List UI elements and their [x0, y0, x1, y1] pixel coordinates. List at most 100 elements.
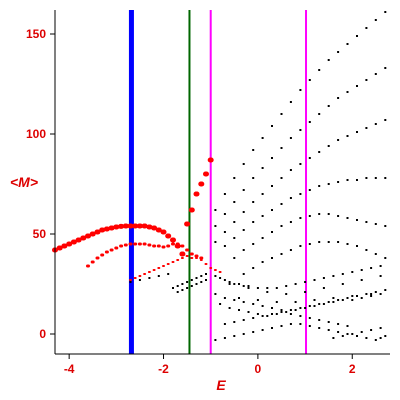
data-point-s3-12 — [180, 257, 184, 259]
data-point-s4-119 — [200, 281, 203, 283]
data-point-s4-214 — [266, 291, 269, 293]
data-point-s4-28 — [289, 137, 292, 139]
data-point-s4-95 — [261, 261, 264, 263]
data-point-s4-129 — [256, 287, 259, 289]
data-point-s4-230 — [341, 335, 344, 337]
data-point-s4-40 — [223, 231, 226, 233]
data-point-s4-76 — [233, 257, 236, 259]
data-point-s4-37 — [374, 73, 377, 75]
data-point-s4-190 — [318, 319, 321, 321]
plot-area — [52, 10, 387, 354]
data-point-s4-6 — [261, 137, 264, 139]
data-point-s3-1 — [129, 279, 132, 281]
data-point-s1-22 — [151, 225, 158, 231]
data-point-s4-127 — [242, 285, 245, 287]
y-tick-label-3: 100 — [26, 127, 46, 141]
data-point-s2-5 — [104, 250, 109, 254]
data-point-s3-20 — [218, 271, 222, 273]
data-point-s3-13 — [185, 255, 189, 257]
data-point-s2-15 — [152, 244, 157, 248]
data-point-s4-164 — [238, 309, 240, 311]
data-point-s4-219 — [360, 279, 363, 281]
data-point-s1-29 — [184, 221, 191, 227]
y-tick-label-4: 150 — [26, 27, 46, 41]
data-point-s4-163 — [228, 307, 231, 309]
data-point-s4-98 — [289, 249, 292, 251]
data-point-s4-11 — [308, 79, 311, 81]
data-point-s4-30 — [308, 121, 311, 123]
data-point-s4-126 — [238, 283, 240, 285]
data-point-s4-73 — [365, 177, 368, 179]
data-point-s4-183 — [252, 317, 255, 319]
y-axis-label: <M> — [10, 174, 38, 190]
data-point-s4-197 — [242, 333, 245, 335]
data-point-s4-185 — [271, 313, 273, 315]
data-point-s1-17 — [127, 223, 134, 229]
data-point-s4-58 — [223, 245, 226, 247]
data-point-s4-110 — [138, 279, 141, 281]
data-point-s4-151 — [289, 309, 292, 311]
data-point-s2-17 — [161, 245, 166, 249]
data-point-s2-23 — [189, 252, 194, 256]
data-point-s1-9 — [89, 231, 96, 237]
data-point-s3-17 — [204, 263, 208, 265]
data-point-s4-1 — [214, 209, 217, 211]
data-point-s4-54 — [356, 131, 358, 133]
data-point-s4-159 — [365, 293, 368, 295]
data-point-s3-7 — [157, 267, 161, 269]
data-point-s4-16 — [356, 35, 358, 37]
data-point-s4-223 — [275, 301, 278, 303]
data-point-s4-146 — [242, 301, 245, 303]
data-point-s3-5 — [147, 271, 151, 273]
data-point-s4-204 — [308, 325, 311, 327]
data-point-s4-216 — [304, 291, 307, 293]
data-point-s4-26 — [271, 157, 273, 159]
data-point-s4-79 — [261, 237, 264, 239]
data-point-s4-141 — [370, 267, 373, 269]
data-point-s4-45 — [271, 185, 273, 187]
data-point-s4-85 — [318, 213, 321, 215]
data-point-s4-194 — [214, 339, 217, 341]
data-point-s4-128 — [247, 285, 250, 287]
data-point-s4-90 — [365, 221, 368, 223]
data-point-s4-5 — [252, 149, 255, 151]
data-point-s4-32 — [327, 105, 330, 107]
data-point-s4-22 — [233, 201, 236, 203]
data-point-s4-203 — [299, 323, 302, 325]
x-tick-label-3: 0 — [255, 362, 262, 376]
data-point-s2-9 — [123, 243, 128, 247]
data-point-s3-18 — [209, 267, 213, 269]
data-point-s4-181 — [233, 321, 236, 323]
data-point-s3-4 — [143, 273, 147, 275]
data-point-s4-10 — [299, 89, 302, 91]
data-point-s4-78 — [252, 243, 255, 245]
data-point-s4-44 — [261, 193, 264, 195]
data-point-s4-52 — [337, 139, 340, 141]
data-point-s1-28 — [179, 251, 186, 257]
data-point-s4-143 — [214, 293, 217, 295]
data-point-s3-19 — [213, 269, 217, 271]
data-point-s4-243 — [200, 275, 203, 277]
data-point-s4-160 — [374, 291, 377, 293]
data-point-s2-18 — [166, 244, 171, 248]
data-point-s4-99 — [299, 245, 302, 247]
data-point-s4-121 — [214, 275, 217, 277]
data-point-s4-114 — [176, 291, 179, 293]
data-point-s4-43 — [252, 201, 255, 203]
data-point-s4-144 — [223, 297, 226, 299]
data-point-s4-69 — [327, 183, 330, 185]
data-point-s1-32 — [198, 181, 205, 187]
data-point-s4-237 — [172, 287, 174, 289]
data-point-s1-3 — [61, 243, 68, 249]
data-point-s4-14 — [337, 51, 340, 53]
data-point-s4-100 — [308, 243, 311, 245]
data-point-s4-105 — [356, 245, 358, 247]
data-point-s4-118 — [195, 283, 198, 285]
data-point-s2-21 — [180, 244, 185, 248]
data-point-s4-108 — [384, 257, 387, 259]
data-point-s4-211 — [374, 339, 377, 341]
data-point-s4-106 — [365, 249, 368, 251]
data-point-s4-42 — [242, 211, 245, 213]
data-point-s4-15 — [346, 43, 349, 45]
